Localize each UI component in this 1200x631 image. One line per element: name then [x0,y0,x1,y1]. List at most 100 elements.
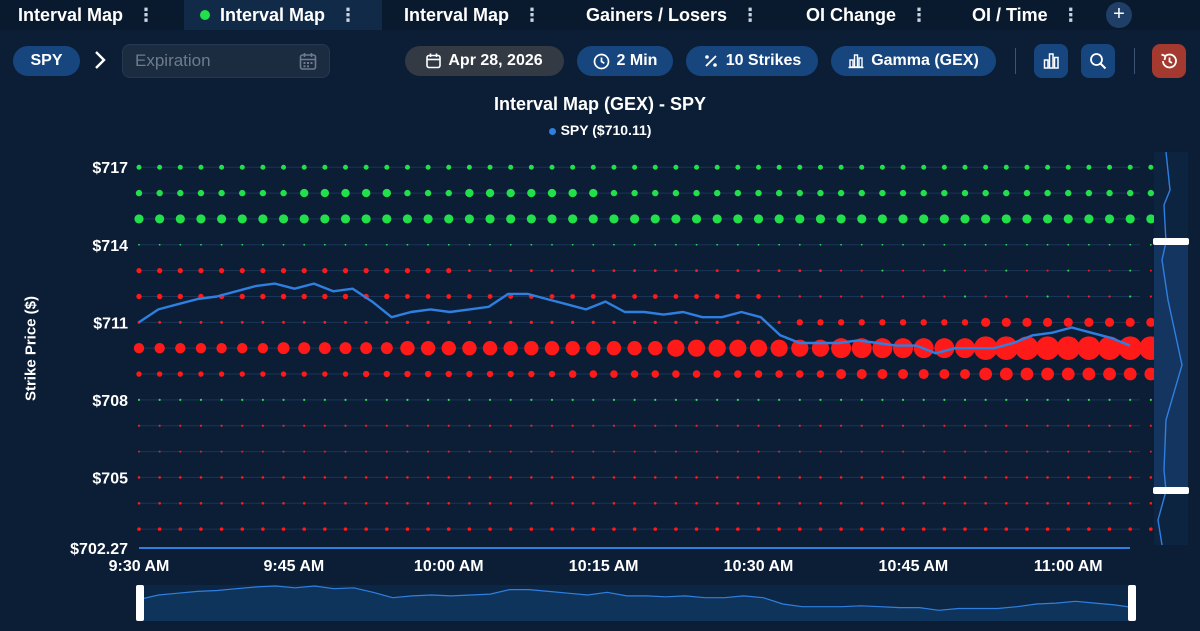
gex-dot [485,214,495,224]
gex-dot [757,424,760,427]
gex-dot [943,295,946,298]
gex-dot [385,243,388,246]
gex-dot [220,243,223,246]
gex-dot [591,527,596,531]
gex-dot [261,450,264,453]
gex-dot [1086,164,1092,170]
gex-dot [529,269,533,273]
gex-dot [860,450,863,453]
gex-dot [984,501,987,505]
reset-button[interactable] [1152,44,1186,78]
gex-dot [199,501,203,505]
gex-dot [199,527,203,531]
gex-dot [1046,398,1049,401]
chart-legend[interactable]: SPY ($710.11) [0,122,1200,138]
gex-dot [1045,527,1050,531]
gex-dot [881,269,884,272]
gex-dot [839,501,843,505]
gex-dot [632,527,637,531]
tab-interval-map-2[interactable]: Interval Map ⋮ [184,0,382,30]
gex-dot [219,268,225,274]
gex-dot [588,214,598,224]
gex-dot [1127,189,1134,197]
gex-dot [919,214,929,224]
gex-dot [133,342,145,354]
gex-dot [158,320,162,324]
add-tab-button[interactable]: + [1106,2,1132,28]
tab-interval-map-3[interactable]: Interval Map ⋮ [404,0,541,30]
search-button[interactable] [1081,44,1115,78]
date-picker-button[interactable]: Apr 28, 2026 [405,46,564,76]
gex-dot [509,320,513,324]
tab-gainers-losers[interactable]: Gainers / Losers ⋮ [586,0,759,30]
gex-dot [964,450,966,453]
gex-dot [550,398,554,401]
gex-dot [1108,295,1111,298]
gex-dot [302,320,306,324]
metric-button[interactable]: Gamma (GEX) [831,46,996,76]
calendar-icon[interactable] [299,52,317,71]
gex-dot [198,371,204,377]
gex-dot [571,320,575,324]
tab-oi-time[interactable]: OI / Time ⋮ [972,0,1080,30]
gex-dot [547,214,557,224]
gex-dot [633,476,636,479]
gex-dot [426,527,430,531]
gex-dot [280,268,287,274]
strikes-button[interactable]: 10 Strikes [686,46,818,76]
gex-dot [1123,367,1137,381]
gex-dot [797,164,803,170]
gex-dot [261,527,265,531]
gex-dot [261,424,264,427]
interval-button[interactable]: 2 Min [577,46,673,76]
tab-oi-change[interactable]: OI Change ⋮ [806,0,928,30]
kebab-menu-icon[interactable]: ⋮ [339,4,357,25]
gex-dot [755,189,762,197]
kebab-menu-icon[interactable]: ⋮ [741,4,759,25]
gex-dot [406,476,409,479]
gex-dot [672,189,680,197]
gex-dot [840,450,843,453]
gex-dot [840,398,843,401]
gex-dot [964,243,966,246]
gex-dot [548,370,556,378]
gex-dot [158,450,161,453]
gex-dot [363,268,369,274]
gex-dot [1025,501,1029,505]
gex-dot [1066,476,1070,479]
gex-dot [365,450,368,453]
gex-dot [963,424,967,427]
symbol-button[interactable]: SPY [13,46,80,76]
expiration-input[interactable]: Expiration [122,44,330,78]
gex-dot [199,424,203,427]
gex-dot [385,501,389,505]
gex-dot [425,294,431,299]
gex-dot [261,320,265,324]
gex-dot [1082,367,1096,381]
gex-dot [776,164,782,170]
gex-dot [258,214,268,224]
gex-dot [137,476,141,479]
gex-dot [1149,269,1152,272]
gex-dot [778,424,781,427]
kebab-menu-icon[interactable]: ⋮ [910,4,928,25]
kebab-menu-icon[interactable]: ⋮ [1061,4,1080,25]
symbol-label: SPY [30,52,63,69]
gex-dot [778,450,781,453]
gex-dot [901,527,905,531]
gex-dot [612,424,616,427]
gex-dot [199,450,202,453]
gex-dot [922,501,925,505]
gex-dot [323,450,326,453]
gex-dot [467,527,472,531]
gex-dot [818,527,823,531]
gex-dot [819,476,822,479]
gex-dot [654,424,657,427]
kebab-menu-icon[interactable]: ⋮ [523,4,541,25]
gex-dot [406,398,409,401]
tab-interval-map-1[interactable]: Interval Map ⋮ [18,0,155,30]
chart-type-button[interactable] [1034,44,1068,78]
kebab-menu-icon[interactable]: ⋮ [137,4,155,25]
gex-dot [982,189,989,197]
